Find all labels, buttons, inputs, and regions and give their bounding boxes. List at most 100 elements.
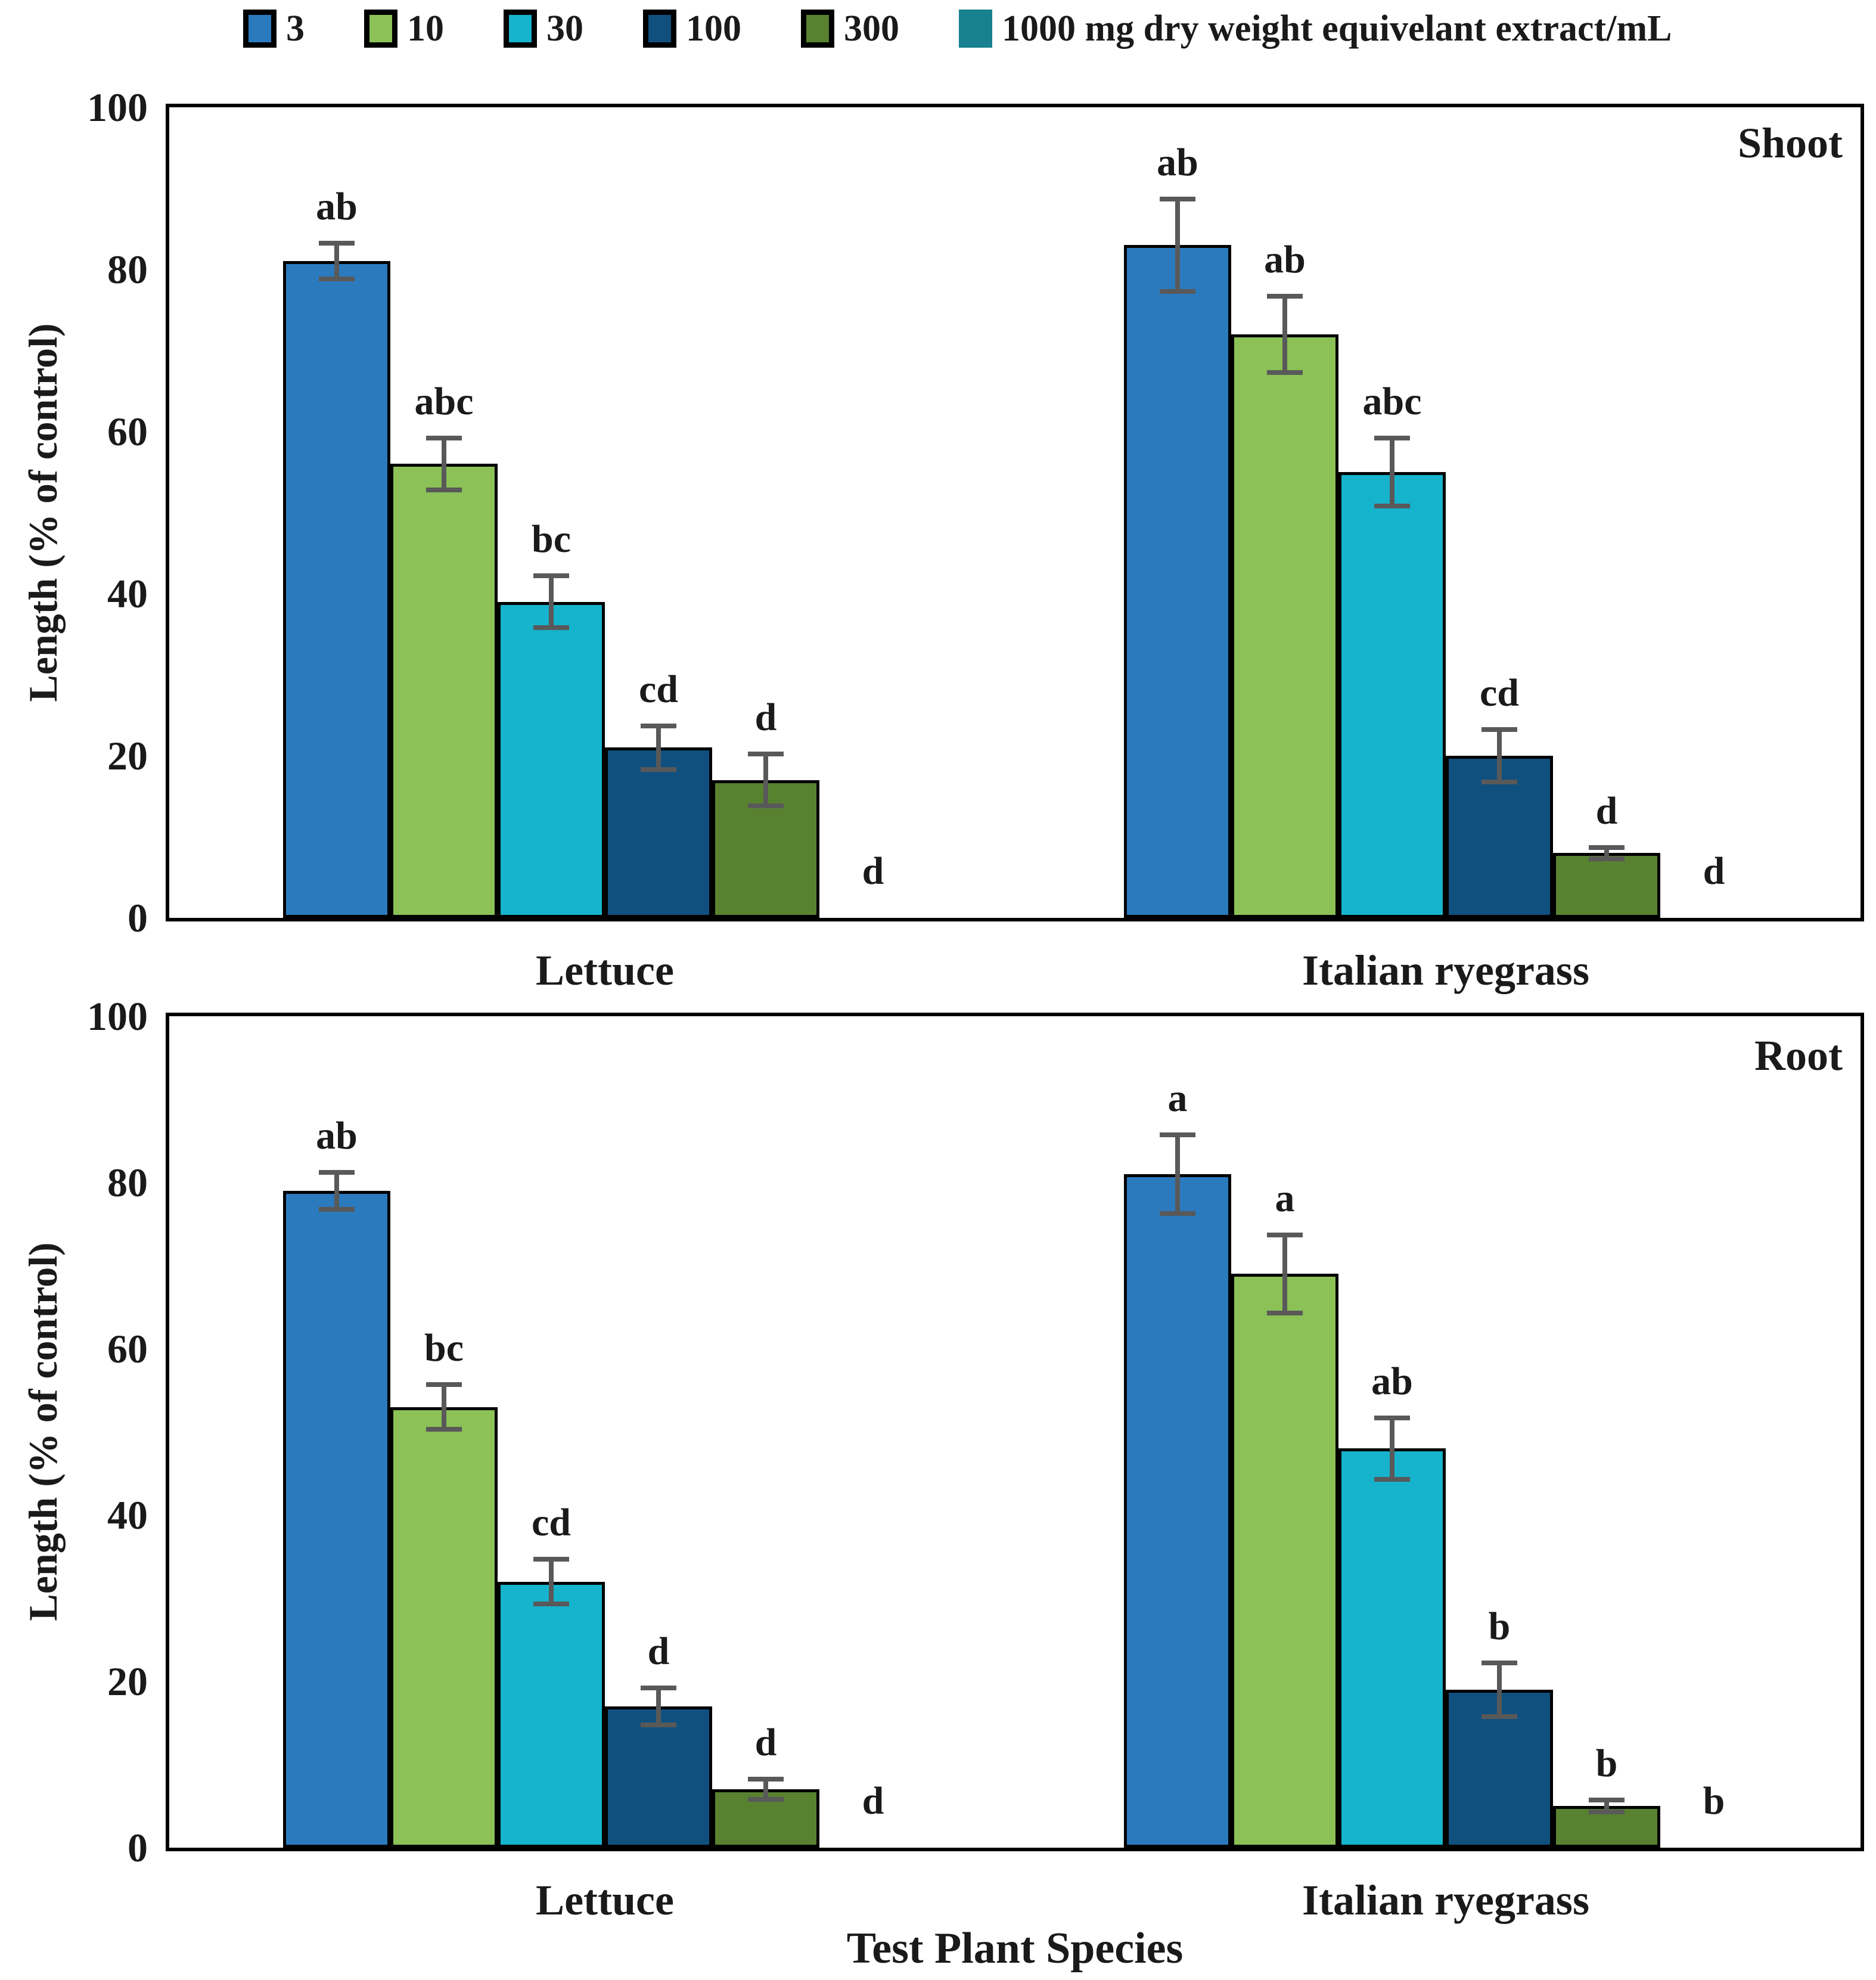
error-bar — [1160, 1132, 1195, 1216]
legend-label: 100 — [686, 8, 741, 49]
bar-italian-ryegrass-3 — [1124, 1174, 1231, 1848]
y-tick-label: 20 — [107, 1659, 148, 1704]
significance-letter: d — [862, 1779, 884, 1823]
error-bar — [1481, 727, 1517, 784]
error-bar — [1589, 845, 1625, 861]
plot-area-root — [166, 1013, 1864, 1851]
significance-letter: b — [1595, 1742, 1618, 1786]
bar-lettuce-100 — [605, 747, 712, 918]
error-bar — [1267, 293, 1303, 375]
category-label-lettuce: Lettuce — [536, 946, 674, 994]
y-tick-label: 20 — [107, 733, 148, 778]
significance-letter: d — [754, 696, 777, 740]
bar-lettuce-10 — [390, 1407, 498, 1848]
error-bar — [748, 1777, 784, 1802]
legend-item-3: 3 — [243, 10, 305, 48]
legend-label: 3 — [286, 8, 305, 49]
significance-letter: d — [862, 849, 884, 893]
panel-label-root: Root — [1754, 1032, 1843, 1079]
legend-swatch-icon — [504, 10, 537, 48]
significance-letter: d — [1595, 789, 1618, 833]
y-tick-label: 40 — [107, 1492, 148, 1538]
bar-italian-ryegrass-300 — [1553, 853, 1660, 918]
bar-italian-ryegrass-10 — [1231, 334, 1338, 918]
y-tick-label: 60 — [107, 409, 148, 454]
significance-letter: a — [1275, 1176, 1295, 1220]
y-tick-label: 0 — [128, 895, 148, 941]
significance-letter: ab — [316, 1114, 358, 1158]
legend-item-1000: 1000 mg dry weight equivelant extract/mL — [959, 10, 1672, 48]
error-bar — [533, 1556, 569, 1607]
error-bar — [533, 573, 569, 631]
bar-italian-ryegrass-30 — [1338, 1448, 1446, 1848]
error-bar — [1267, 1232, 1303, 1316]
significance-letter: cd — [1480, 671, 1519, 715]
significance-letter: cd — [639, 667, 678, 711]
legend-item-10: 10 — [364, 10, 444, 48]
significance-letter: a — [1167, 1076, 1188, 1121]
bar-lettuce-10 — [390, 464, 498, 918]
error-bar — [1589, 1798, 1625, 1815]
significance-letter: ab — [316, 185, 358, 229]
significance-letter: d — [1703, 849, 1725, 893]
y-tick-label: 0 — [128, 1825, 148, 1870]
error-bar — [1481, 1661, 1517, 1719]
error-bar — [641, 1685, 676, 1727]
bar-lettuce-3 — [283, 261, 390, 918]
bar-italian-ryegrass-100 — [1446, 1689, 1553, 1848]
y-tick-label: 40 — [107, 571, 148, 616]
bar-italian-ryegrass-10 — [1231, 1274, 1338, 1848]
panel-label-shoot: Shoot — [1737, 119, 1843, 167]
category-label-italian-ryegrass: Italian ryegrass — [1302, 946, 1589, 994]
significance-letter: b — [1703, 1779, 1725, 1823]
bar-lettuce-100 — [605, 1706, 712, 1848]
legend-item-300: 300 — [801, 10, 899, 48]
y-tick-label: 100 — [87, 994, 148, 1039]
bar-italian-ryegrass-30 — [1338, 472, 1446, 918]
error-bar — [641, 723, 676, 772]
error-bar — [319, 1170, 355, 1212]
significance-letter: ab — [1371, 1359, 1413, 1403]
error-bar — [426, 1382, 462, 1432]
significance-letter: d — [754, 1721, 777, 1765]
legend-swatch-icon — [243, 10, 277, 48]
legend-item-30: 30 — [504, 10, 583, 48]
y-axis-title-root: Length (% of control) — [20, 1242, 66, 1621]
significance-letter: abc — [1362, 379, 1422, 423]
error-bar — [319, 241, 355, 282]
legend-swatch-icon — [364, 10, 397, 48]
bar-lettuce-30 — [498, 601, 605, 918]
significance-letter: ab — [1264, 237, 1306, 281]
plot-area-shoot — [166, 104, 1864, 921]
y-tick-label: 80 — [107, 247, 148, 292]
legend: 3 10 30 100 300 1000 mg dry weight equivelant… — [243, 10, 1672, 48]
bar-italian-ryegrass-3 — [1124, 245, 1231, 918]
error-bar — [1374, 435, 1410, 509]
significance-letter: ab — [1157, 140, 1198, 184]
legend-label: 30 — [546, 8, 583, 49]
y-tick-label: 80 — [107, 1160, 148, 1205]
error-bar — [748, 752, 784, 809]
legend-swatch-icon — [801, 10, 834, 48]
category-label-lettuce: Lettuce — [536, 1876, 674, 1924]
legend-label: 300 — [844, 8, 899, 49]
significance-letter: bc — [424, 1326, 464, 1370]
error-bar — [426, 435, 462, 492]
legend-label: 10 — [407, 8, 444, 49]
significance-letter: bc — [532, 517, 571, 561]
error-bar — [1160, 196, 1195, 294]
error-bar — [1374, 1415, 1410, 1482]
y-axis-title-shoot: Length (% of control) — [20, 323, 66, 702]
y-tick-label: 100 — [87, 85, 148, 130]
significance-letter: abc — [414, 379, 474, 423]
significance-letter: b — [1488, 1605, 1511, 1649]
y-tick-label: 60 — [107, 1326, 148, 1371]
bar-lettuce-3 — [283, 1190, 390, 1848]
significance-letter: d — [647, 1629, 670, 1673]
legend-label: 1000 mg dry weight equivelant extract/mL — [1002, 8, 1672, 49]
category-label-italian-ryegrass: Italian ryegrass — [1302, 1876, 1589, 1924]
bar-lettuce-30 — [498, 1581, 605, 1848]
legend-item-100: 100 — [643, 10, 741, 48]
significance-letter: cd — [532, 1500, 571, 1544]
